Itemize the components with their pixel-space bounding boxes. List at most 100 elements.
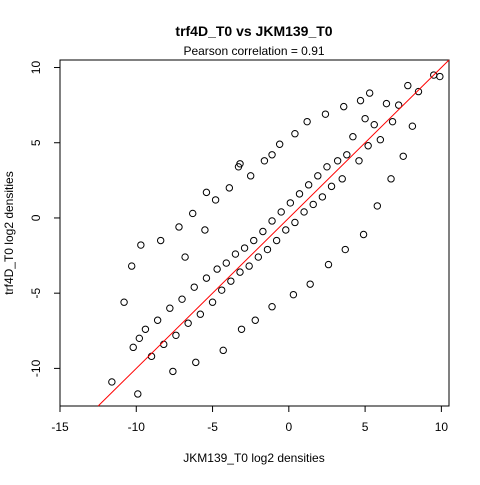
data-point <box>295 190 304 198</box>
data-point <box>227 277 235 285</box>
data-point <box>175 223 183 231</box>
y-tick-label: -10 <box>29 359 43 377</box>
data-point <box>303 117 311 126</box>
data-point <box>414 87 423 96</box>
data-point <box>370 120 378 129</box>
data-point <box>208 298 217 306</box>
data-point <box>202 188 211 197</box>
chart-subtitle: Pearson correlation = 0.91 <box>183 44 324 58</box>
data-point <box>127 262 136 270</box>
data-point <box>327 182 336 191</box>
data-point <box>254 253 263 261</box>
x-tick-label: 5 <box>362 420 369 434</box>
data-point <box>120 298 128 306</box>
y-axis: -10 -5 0 5 10 <box>29 61 60 377</box>
data-point <box>240 244 249 252</box>
data-point <box>190 283 198 291</box>
data-point <box>181 253 189 261</box>
x-tick-label: 0 <box>285 420 292 434</box>
data-point <box>272 236 281 245</box>
data-point <box>108 378 116 386</box>
data-point <box>169 367 177 376</box>
data-point <box>137 241 145 249</box>
data-point <box>399 152 407 160</box>
data-point <box>343 151 351 159</box>
data-point <box>300 208 308 216</box>
data-point <box>184 319 192 327</box>
data-point <box>192 358 200 367</box>
data-point <box>202 274 211 282</box>
x-tick-label: -5 <box>207 420 218 434</box>
data-point <box>246 172 255 180</box>
data-point <box>318 193 327 201</box>
data-point <box>172 331 180 339</box>
data-point <box>365 89 374 97</box>
data-point <box>338 175 346 183</box>
data-point <box>129 343 137 352</box>
data-point <box>263 245 272 254</box>
x-tick-label: -10 <box>128 420 146 434</box>
y-tick-label: -5 <box>29 288 43 299</box>
data-point <box>323 163 331 171</box>
data-point <box>324 260 333 269</box>
y-tick-label: 5 <box>29 139 43 146</box>
data-point <box>178 295 186 303</box>
data-point <box>211 196 220 204</box>
data-point <box>153 316 162 324</box>
data-point <box>222 259 230 267</box>
data-point <box>259 227 267 236</box>
data-point <box>156 236 165 245</box>
data-point <box>282 226 290 234</box>
data-point <box>289 290 298 299</box>
data-point <box>388 117 397 126</box>
data-point <box>394 101 403 109</box>
data-point <box>219 346 227 355</box>
data-point <box>361 114 369 123</box>
x-tick-label: 10 <box>435 420 449 434</box>
data-point <box>349 133 357 141</box>
data-point <box>231 250 240 258</box>
data-point <box>275 140 284 148</box>
data-point <box>364 142 372 150</box>
data-point <box>135 334 144 343</box>
data-point <box>321 110 330 118</box>
data-point <box>404 81 412 90</box>
data-point <box>260 157 269 165</box>
data-point <box>309 200 317 209</box>
data-point <box>341 245 349 254</box>
data-point <box>356 96 365 105</box>
reference-line-layer <box>97 59 450 407</box>
data-point <box>213 265 221 273</box>
chart-title: trf4D_T0 vs JKM139_T0 <box>175 23 332 39</box>
data-point <box>141 325 150 333</box>
data-point <box>189 209 197 218</box>
data-point <box>436 72 444 81</box>
data-point <box>166 304 174 312</box>
data-point <box>225 184 234 192</box>
y-tick-label: 10 <box>29 61 43 75</box>
data-point <box>218 286 226 294</box>
y-axis-label: trf4D_T0 log2 densities <box>2 171 16 294</box>
data-point <box>408 122 417 130</box>
data-point <box>291 218 299 227</box>
data-point <box>201 226 209 234</box>
data-point <box>245 262 253 270</box>
data-point <box>306 280 314 288</box>
data-point <box>237 325 246 333</box>
data-point <box>359 230 368 239</box>
data-point <box>314 172 322 180</box>
data-point <box>268 217 276 225</box>
data-point <box>376 136 385 144</box>
data-point <box>387 175 395 183</box>
data-point <box>304 181 313 189</box>
data-points <box>108 71 444 398</box>
data-point <box>277 208 285 216</box>
y-tick-label: 0 <box>29 214 43 221</box>
data-point <box>236 160 244 168</box>
data-point <box>134 390 142 398</box>
data-point <box>340 102 348 111</box>
data-point <box>291 130 299 138</box>
data-point <box>382 99 391 108</box>
data-point <box>251 316 259 324</box>
